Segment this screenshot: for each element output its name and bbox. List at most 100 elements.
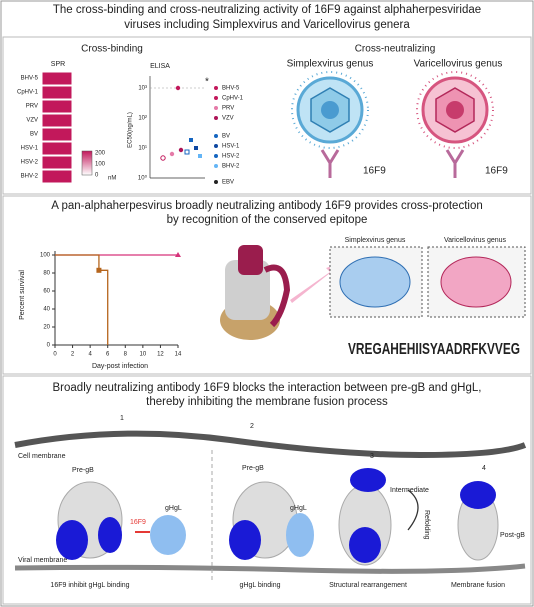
axis-label: Percent survival xyxy=(19,270,26,320)
heading: Simplexvirus genus xyxy=(345,237,406,244)
point xyxy=(178,147,184,153)
y-tick-label: 60 xyxy=(43,289,50,295)
row-label: BHV-5 xyxy=(21,76,39,82)
star: * xyxy=(205,77,209,88)
point xyxy=(169,151,175,157)
heat-cell xyxy=(41,155,73,170)
y-tick-label: 40 xyxy=(43,307,50,313)
heat-cell xyxy=(41,99,73,114)
heat-cell xyxy=(41,113,73,128)
legend-label: BHV-2 xyxy=(222,164,240,170)
colorbar-label: 100 xyxy=(95,162,106,168)
point xyxy=(198,154,202,158)
title: Broadly neutralizing antibody 16F9 block… xyxy=(53,382,482,394)
arrow xyxy=(290,264,338,303)
legend-marker xyxy=(214,144,218,148)
heading: Varicellovirus genus xyxy=(414,59,503,70)
point xyxy=(189,138,193,142)
row-label: PRV xyxy=(26,104,38,110)
title: A pan-alphaherpesvirus broadly neutraliz… xyxy=(51,200,483,212)
antibody-label: 16F9 xyxy=(363,166,386,177)
heading: ELISA xyxy=(150,63,170,70)
caption: Structural rearrangement xyxy=(329,582,407,589)
row-label: HSV-2 xyxy=(21,160,39,166)
colorbar-ticks: 200 100 0 xyxy=(95,151,106,179)
epitope-surface xyxy=(440,256,512,308)
y-tick-label: 10¹ xyxy=(138,146,147,152)
legend-marker xyxy=(214,106,218,110)
title: viruses including Simplexvirus and Varic… xyxy=(124,19,410,31)
antibody-label: 16F9 xyxy=(485,166,508,177)
label: gHgL xyxy=(165,505,182,512)
step: 4 xyxy=(482,465,486,472)
title: by recognition of the conserved epitope xyxy=(167,214,368,226)
marker xyxy=(175,252,181,257)
colorbar-label: 200 xyxy=(95,151,106,157)
label: Refolding xyxy=(423,510,430,540)
x-tick-label: 6 xyxy=(106,352,110,358)
step: 2 xyxy=(250,423,254,430)
epitope-surface xyxy=(339,256,411,308)
legend-marker xyxy=(214,96,218,100)
title: The cross-binding and cross-neutralizing… xyxy=(53,4,481,16)
spr-heatmap: BHV-5 CpHV-1 PRV VZV BV HSV-1 HSV-2 BHV-2 xyxy=(17,71,73,184)
caption: 16F9 inhibit gHgL binding xyxy=(50,582,129,589)
unit: nM xyxy=(108,176,116,182)
row-label: CpHV-1 xyxy=(17,90,39,96)
legend-marker xyxy=(214,180,218,184)
legend-label: HSV-2 xyxy=(222,154,240,160)
virus-simplex xyxy=(291,71,369,149)
row-label: VZV xyxy=(26,118,38,124)
heat-cell xyxy=(41,169,73,184)
axis-label: Day-post infection xyxy=(92,363,148,370)
step: 1 xyxy=(120,415,124,422)
y-tick-label: 10² xyxy=(138,116,147,122)
legend-label: BHV-5 xyxy=(222,86,240,92)
label: Viral membrane xyxy=(18,557,67,564)
point xyxy=(175,85,181,91)
point xyxy=(160,155,166,161)
title: thereby inhibiting the membrane fusion p… xyxy=(146,396,388,408)
x-tick-label: 14 xyxy=(175,352,182,358)
legend-label: HSV-1 xyxy=(222,144,240,150)
row-label: BV xyxy=(30,132,38,138)
label: Cell membrane xyxy=(18,453,66,460)
point xyxy=(194,146,198,150)
label: Post-gB xyxy=(500,532,525,539)
heading: SPR xyxy=(51,61,65,68)
colorbar xyxy=(81,150,93,176)
heading: Cross-binding xyxy=(81,44,143,55)
x-tick-label: 0 xyxy=(53,352,57,358)
x-tick-label: 4 xyxy=(88,352,92,358)
protein-structure xyxy=(220,245,291,340)
point xyxy=(184,149,190,155)
cell-membrane xyxy=(14,430,527,459)
legend-label: BV xyxy=(222,134,230,140)
x-tick-label: 2 xyxy=(71,352,75,358)
heat-cell xyxy=(41,85,73,100)
legend-marker xyxy=(214,154,218,158)
legend-label: CpHV-1 xyxy=(222,96,244,102)
heat-cell xyxy=(41,71,73,86)
virus-varicello xyxy=(416,71,494,149)
y-tick-label: 80 xyxy=(43,271,50,277)
label: Pre-gB xyxy=(72,467,94,474)
colorbar-label: 0 xyxy=(95,173,99,179)
elisa-points xyxy=(160,85,202,161)
antibody-icons xyxy=(320,149,465,178)
marker xyxy=(96,267,102,273)
elisa-ticks: 10³ 10² 10¹ 10⁰ xyxy=(138,86,148,182)
panel-frame xyxy=(2,195,532,375)
x-tick-label: 8 xyxy=(124,352,128,358)
row-label: BHV-2 xyxy=(21,174,39,180)
antibody-label: 16F9 xyxy=(130,519,146,526)
x-tick-label: 10 xyxy=(140,352,147,358)
y-tick-label: 10³ xyxy=(138,86,147,92)
x-tick-label: 12 xyxy=(157,352,164,358)
panel-frame xyxy=(2,36,532,195)
caption: gHgL binding xyxy=(240,582,281,589)
heat-cell xyxy=(41,141,73,156)
row-label: HSV-1 xyxy=(21,146,39,152)
